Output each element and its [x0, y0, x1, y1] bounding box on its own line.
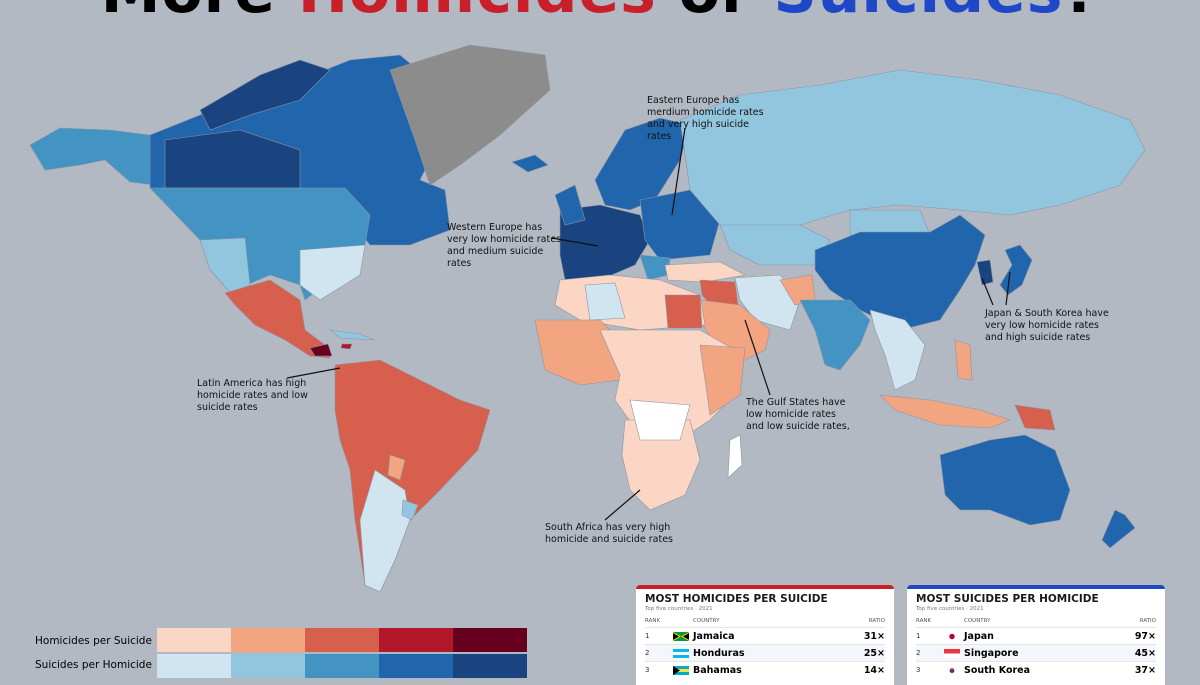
legend-homicides-scale	[157, 628, 527, 652]
legend-suicides-scale	[157, 654, 527, 678]
region-east-africa	[699, 344, 746, 416]
region-paraguay	[387, 454, 406, 481]
region-korea	[976, 259, 994, 286]
region-usa-east	[299, 244, 366, 301]
region-uk	[554, 184, 586, 226]
panel-subtitle: Top five countries · 2021	[645, 606, 713, 612]
table-row: 3 South Korea 37×	[916, 661, 1156, 678]
annotation-latin-america: Latin America has high homicide rates an…	[197, 378, 308, 413]
panel-header: RANK COUNTRY RATIO	[645, 618, 885, 624]
legend-swatch	[157, 628, 231, 652]
region-southern-africa	[621, 419, 701, 511]
region-uruguay	[401, 499, 419, 521]
region-usa-west	[199, 237, 251, 293]
region-canada-north	[164, 129, 301, 189]
legend-homicides-label: Homicides per Suicide	[35, 635, 152, 647]
region-south-america	[334, 359, 491, 593]
region-japan	[999, 244, 1033, 296]
panel-accent-bar	[636, 585, 894, 589]
region-kazakhstan	[719, 224, 831, 266]
annotation-eastern-europe: Eastern Europe has merdium homicide rate…	[647, 95, 764, 142]
bahamas-flag-icon	[673, 665, 689, 675]
region-southern-cone	[359, 469, 411, 593]
annotation-gulf-states: The Gulf States have low homicide rates …	[746, 397, 850, 432]
annotation-south-africa: South Africa has very high homicide and …	[545, 522, 673, 545]
region-indonesia	[879, 394, 1011, 429]
panel-header: RANK COUNTRY RATIO	[916, 618, 1156, 624]
region-egypt	[664, 294, 703, 329]
panel-subtitle: Top five countries · 2021	[916, 606, 984, 612]
region-greenland	[389, 44, 551, 186]
region-canada-arctic	[199, 59, 331, 131]
pointer-japan	[981, 277, 994, 306]
jamaica-flag-icon	[673, 631, 689, 641]
pointer-latin-america	[286, 367, 341, 379]
south-korea-flag-icon	[944, 665, 960, 675]
legend-swatch	[231, 654, 305, 678]
region-western-europe	[559, 204, 651, 281]
table-row: 3 Bahamas 14×	[645, 661, 885, 678]
annotation-western-europe: Western Europe has very low homicide rat…	[447, 222, 561, 269]
region-iran	[734, 274, 801, 331]
region-png	[1014, 404, 1056, 431]
panel-title: MOST SUICIDES PER HOMICIDE	[916, 593, 1099, 605]
pointer-western-europe	[551, 237, 599, 247]
table-row: 1 Japan 97×	[916, 627, 1156, 644]
region-india	[799, 299, 871, 371]
annotation-japan-korea: Japan & South Korea have very low homici…	[985, 308, 1109, 343]
region-drc	[629, 399, 691, 441]
region-southeast-asia	[869, 309, 926, 391]
region-jamaica	[340, 343, 353, 350]
region-cuba	[328, 329, 376, 341]
legend-suicides-label: Suicides per Homicide	[35, 659, 152, 671]
region-honduras	[309, 343, 333, 357]
singapore-flag-icon	[944, 648, 960, 658]
region-philippines	[954, 339, 973, 381]
pointer-gulf-states	[744, 319, 771, 396]
legend-swatch	[379, 654, 453, 678]
region-algeria	[584, 282, 626, 321]
legend-swatch	[231, 628, 305, 652]
map-title: More Homicides or Suicides?	[0, 0, 1200, 22]
region-australia	[939, 434, 1071, 526]
legend-swatch	[453, 654, 527, 678]
table-row: 1 Jamaica 31×	[645, 627, 885, 644]
suicides-panel: MOST SUICIDES PER HOMICIDE Top five coun…	[907, 585, 1165, 685]
homicides-panel: MOST HOMICIDES PER SUICIDE Top five coun…	[636, 585, 894, 685]
table-row: 2 Singapore 45×	[916, 644, 1156, 661]
legend-swatch	[379, 628, 453, 652]
legend-swatch	[305, 628, 379, 652]
region-new-zealand	[1101, 509, 1136, 549]
region-china	[814, 214, 986, 331]
region-mexico	[224, 279, 331, 359]
region-iceland	[511, 154, 549, 173]
table-row: 2 Honduras 25×	[645, 644, 885, 661]
japan-flag-icon	[944, 631, 960, 641]
legend-swatch	[157, 654, 231, 678]
honduras-flag-icon	[673, 648, 689, 658]
pointer-eastern-europe	[671, 127, 686, 216]
panel-accent-bar	[907, 585, 1165, 589]
region-madagascar	[727, 434, 743, 479]
region-turkey	[664, 261, 746, 283]
region-alaska	[29, 127, 156, 186]
legend-swatch	[305, 654, 379, 678]
panel-title: MOST HOMICIDES PER SUICIDE	[645, 593, 828, 605]
pointer-south-africa	[604, 489, 641, 521]
legend-swatch	[453, 628, 527, 652]
pointer-korea	[1005, 271, 1011, 306]
